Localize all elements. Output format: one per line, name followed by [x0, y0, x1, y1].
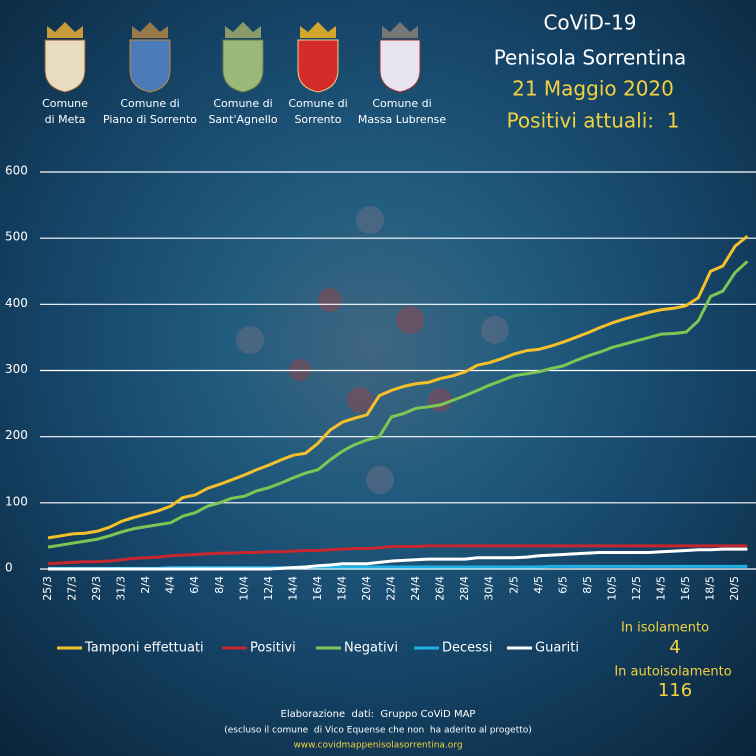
x-tick-label: 14/5: [655, 576, 668, 601]
y-tick-label: 100: [5, 494, 28, 508]
x-tick-label: 8/5: [581, 576, 594, 594]
footer-credit: Elaborazione dati: Gruppo CoViD MAP: [281, 709, 476, 720]
series-line: [48, 547, 748, 571]
stat-value: 4: [669, 637, 680, 658]
y-tick-label: 200: [5, 428, 28, 442]
comune-label: Sorrento: [294, 113, 341, 126]
series-line: [47, 235, 749, 540]
comuni: Comune di Meta Comune di Piano di Sorrento C…: [42, 97, 446, 126]
comune-label: Piano di Sorrento: [103, 113, 197, 126]
y-tick-label: 600: [5, 164, 28, 178]
x-tick-label: 24/4: [409, 576, 422, 601]
y-tick-label: 300: [5, 362, 28, 376]
legend-label: Negativi: [344, 641, 398, 656]
series-line: [47, 544, 748, 566]
footer-note: (escluso il comune di Vico Equense che n…: [224, 726, 532, 736]
y-tick-label: 500: [5, 230, 28, 244]
comune-label: Comune di: [213, 97, 272, 110]
comune-label: Comune di: [120, 97, 179, 110]
plot: 0 100 200 300 400 500 600 25/3 27/3 29/3 31/3 2/4 4/…: [5, 164, 756, 601]
series-line: [47, 260, 749, 549]
legend-label: Positivi: [250, 641, 296, 656]
x-tick-label: 29/3: [90, 576, 103, 601]
x-tick-label: 10/4: [237, 576, 250, 601]
x-tick-label: 12/4: [262, 576, 275, 601]
status: Positivi attuali: 1: [507, 109, 680, 133]
comune-label: Comune di: [288, 97, 347, 110]
x-tick-label: 6/5: [556, 576, 569, 594]
x-tick-label: 6/4: [188, 576, 201, 594]
comune-label: Massa Lubrense: [358, 113, 447, 126]
x-tick-label: 10/5: [605, 576, 618, 601]
comune-label: Comune: [42, 97, 88, 110]
x-tick-label: 22/4: [385, 576, 398, 601]
x-tick-label: 2/5: [507, 576, 520, 594]
x-tick-label: 31/3: [115, 576, 128, 601]
comune-label: di Meta: [45, 113, 86, 126]
legend: Tamponi effettuati Positivi Negativi Decess…: [57, 641, 579, 656]
x-tick-label: 26/4: [434, 576, 447, 601]
date: 21 Maggio 2020: [512, 77, 674, 101]
stat-value: 116: [658, 680, 692, 701]
x-tick-label: 25/3: [41, 576, 54, 601]
footer-url: www.covidmappenisolasorrentina.org: [293, 741, 462, 751]
x-tick-label: 16/4: [311, 576, 324, 601]
stat-label: In isolamento: [621, 621, 709, 636]
x-tick-label: 30/4: [483, 576, 496, 601]
x-tick-label: 28/4: [458, 576, 471, 601]
legend-label: Guariti: [535, 641, 579, 656]
stat-label: In autoisolamento: [614, 665, 731, 680]
y-tick-label: 400: [5, 296, 28, 310]
legend-label: Decessi: [442, 641, 492, 656]
x-tick-label: 4/4: [164, 576, 177, 594]
legend-label: Tamponi effettuati: [84, 641, 204, 656]
x-tick-label: 12/5: [630, 576, 643, 601]
x-tick-label: 4/5: [532, 576, 545, 594]
x-tick-label: 2/4: [139, 576, 152, 594]
title: CoViD-19: [543, 11, 636, 35]
x-tick-label: 14/4: [286, 576, 299, 601]
y-tick-label: 0: [5, 561, 13, 575]
x-tick-label: 27/3: [66, 576, 79, 601]
x-tick-label: 18/4: [335, 576, 348, 601]
x-tick-label: 20/5: [728, 576, 741, 601]
subtitle: Penisola Sorrentina: [494, 46, 687, 70]
x-tick-label: 16/5: [679, 576, 692, 601]
comune-label: Sant'Agnello: [208, 113, 277, 126]
x-tick-label: 18/5: [704, 576, 717, 601]
comune-label: Comune di: [372, 97, 431, 110]
x-tick-label: 20/4: [360, 576, 373, 601]
x-tick-label: 8/4: [213, 576, 226, 594]
